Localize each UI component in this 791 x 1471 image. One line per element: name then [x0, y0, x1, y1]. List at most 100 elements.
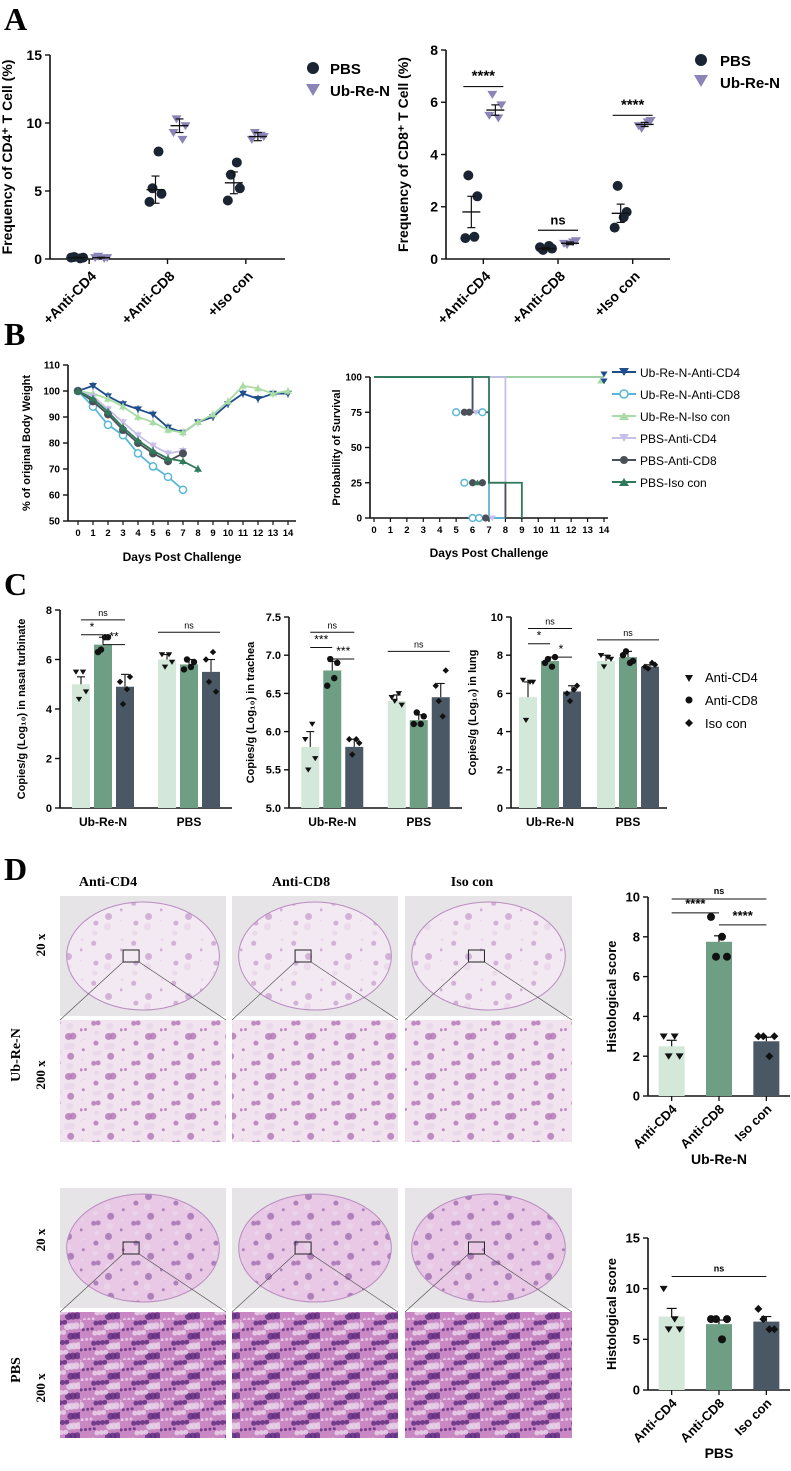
- y-tick-label: 4: [633, 1009, 641, 1024]
- data-point-Iso con: [563, 690, 571, 697]
- data-point-Ub-Re-N-Anti-CD4: [89, 383, 97, 390]
- mag-label-20x: 20 x: [33, 933, 48, 956]
- x-tick-label: PBS: [616, 815, 641, 829]
- data-point-Iso con: [759, 1315, 768, 1324]
- data-point-Anti-CD8: [410, 720, 417, 728]
- data-point-Anti-CD4: [388, 694, 395, 701]
- data-point-Iso con: [432, 682, 439, 689]
- histology-image: [60, 1020, 226, 1142]
- x-tick-label: 3: [120, 528, 125, 539]
- lung-section: [66, 1193, 220, 1303]
- data-point-PBS-Iso con: [119, 423, 127, 431]
- data-point-Ub-Re-N-Iso con: [194, 418, 202, 425]
- y-tick-label: 10: [491, 612, 503, 624]
- data-point-Iso con: [759, 1032, 768, 1041]
- bar-Anti-CD4: [519, 697, 537, 808]
- legend-marker-pbs: [695, 54, 707, 66]
- data-point-Iso con: [116, 678, 124, 685]
- data-point-PBS: [612, 180, 623, 191]
- data-point-Anti-CD4: [675, 1053, 684, 1060]
- legend-b-item-5: PBS-Anti-CD8: [640, 454, 717, 468]
- tissue-detail: [405, 1312, 572, 1438]
- histology-row-ubren: Ub-Re-N: [9, 1028, 24, 1082]
- data-point-Iso con: [123, 686, 131, 693]
- legend-a2-ubren: Ub-Re-N: [720, 75, 780, 92]
- data-point-PBS-Anti-CD4: [149, 442, 157, 450]
- data-point-Ub-Re-N-Iso con: [224, 397, 232, 405]
- survival-marker: [600, 378, 608, 385]
- legend-b-marker-4: [619, 434, 629, 442]
- legend-b-marker-3: [619, 412, 629, 420]
- bar-Anti-CD8: [180, 664, 198, 808]
- data-point-Anti-CD4: [664, 1326, 673, 1333]
- sig-label: *: [90, 620, 95, 634]
- x-tick-label: 7: [180, 528, 185, 539]
- data-point-Anti-CD4: [391, 698, 398, 704]
- survival-marker: [488, 515, 496, 522]
- y-tick-label: 110: [44, 361, 61, 372]
- data-point-Anti-CD4: [670, 1033, 679, 1040]
- sig-label: ***: [336, 644, 350, 658]
- legend-c-marker-iso: [685, 719, 693, 727]
- tissue-detail: [60, 1020, 226, 1142]
- bar-Anti-CD4: [597, 660, 615, 808]
- data-point-Anti-CD4: [659, 1033, 668, 1040]
- data-point-Iso con: [573, 682, 581, 689]
- histology-image: [231, 896, 399, 1021]
- data-point-Anti-CD4: [72, 669, 80, 675]
- x-tick-label: 0: [371, 525, 376, 536]
- x-tick-label: +Iso con: [204, 268, 256, 320]
- legend-a1: PBS Ub-Re-N: [306, 61, 390, 100]
- histology-image: [59, 1188, 227, 1313]
- tissue-detail: [60, 1312, 226, 1438]
- legend-c-marker-cd8: [685, 696, 693, 704]
- sig-label: ***: [314, 633, 328, 647]
- data-point-Iso con: [570, 686, 578, 693]
- data-point-Ub-Re-N-Anti-CD4: [149, 411, 157, 418]
- data-point-Iso con: [765, 1052, 774, 1061]
- x-tick-label: 10: [533, 525, 544, 536]
- histology-image: [231, 1188, 399, 1313]
- data-point-Anti-CD4: [664, 1053, 673, 1060]
- data-point-Ub-Re-N-Iso con: [209, 410, 217, 418]
- data-point-PBS-Anti-CD4: [119, 419, 127, 426]
- y-tick-label: 100: [345, 373, 362, 384]
- sig-label: ns: [545, 616, 555, 626]
- data-point-PBS: [153, 146, 164, 157]
- data-point-Anti-CD4: [526, 679, 534, 685]
- sig-label: ns: [550, 212, 565, 227]
- data-point-Anti-CD4: [604, 654, 612, 660]
- histology-image: [405, 1312, 572, 1438]
- x-tick-label: Anti-CD8: [677, 1102, 727, 1152]
- mag-label-200x: 200 x: [33, 1373, 48, 1403]
- survival-marker: [600, 371, 608, 378]
- mag-label-200x: 200 x: [33, 1060, 48, 1090]
- data-point-Ub-Re-N-Iso con: [239, 382, 247, 389]
- sig-label: ns: [327, 620, 337, 630]
- bar-Anti-CD8: [541, 660, 559, 808]
- tissue-detail: [232, 1312, 398, 1438]
- legend-b-marker-5: [620, 456, 628, 464]
- survival-marker: [474, 513, 484, 523]
- data-point-Iso con: [205, 678, 213, 685]
- data-point-Iso con: [126, 673, 134, 681]
- lung-section: [66, 901, 220, 1011]
- data-point-Iso con: [442, 667, 449, 674]
- survival-marker: [468, 479, 477, 487]
- survival-marker: [465, 408, 473, 416]
- data-point-PBS-Iso con: [164, 455, 172, 462]
- survival-marker: [472, 409, 480, 416]
- x-tick-label: Anti-CD8: [677, 1396, 727, 1446]
- data-point-PBS-Iso con: [104, 408, 112, 415]
- data-point-Anti-CD8: [718, 932, 726, 941]
- y-tick-label: 25: [351, 478, 363, 489]
- y-tick-label: 15: [26, 47, 42, 63]
- data-point-Anti-CD8: [97, 646, 105, 653]
- legend-marker-ubren: [694, 75, 708, 87]
- y-tick-label: 50: [351, 443, 363, 454]
- data-point-Anti-CD8: [420, 713, 427, 720]
- y-tick-label: 4: [46, 704, 53, 716]
- y-tick-label: 6.0: [266, 726, 281, 738]
